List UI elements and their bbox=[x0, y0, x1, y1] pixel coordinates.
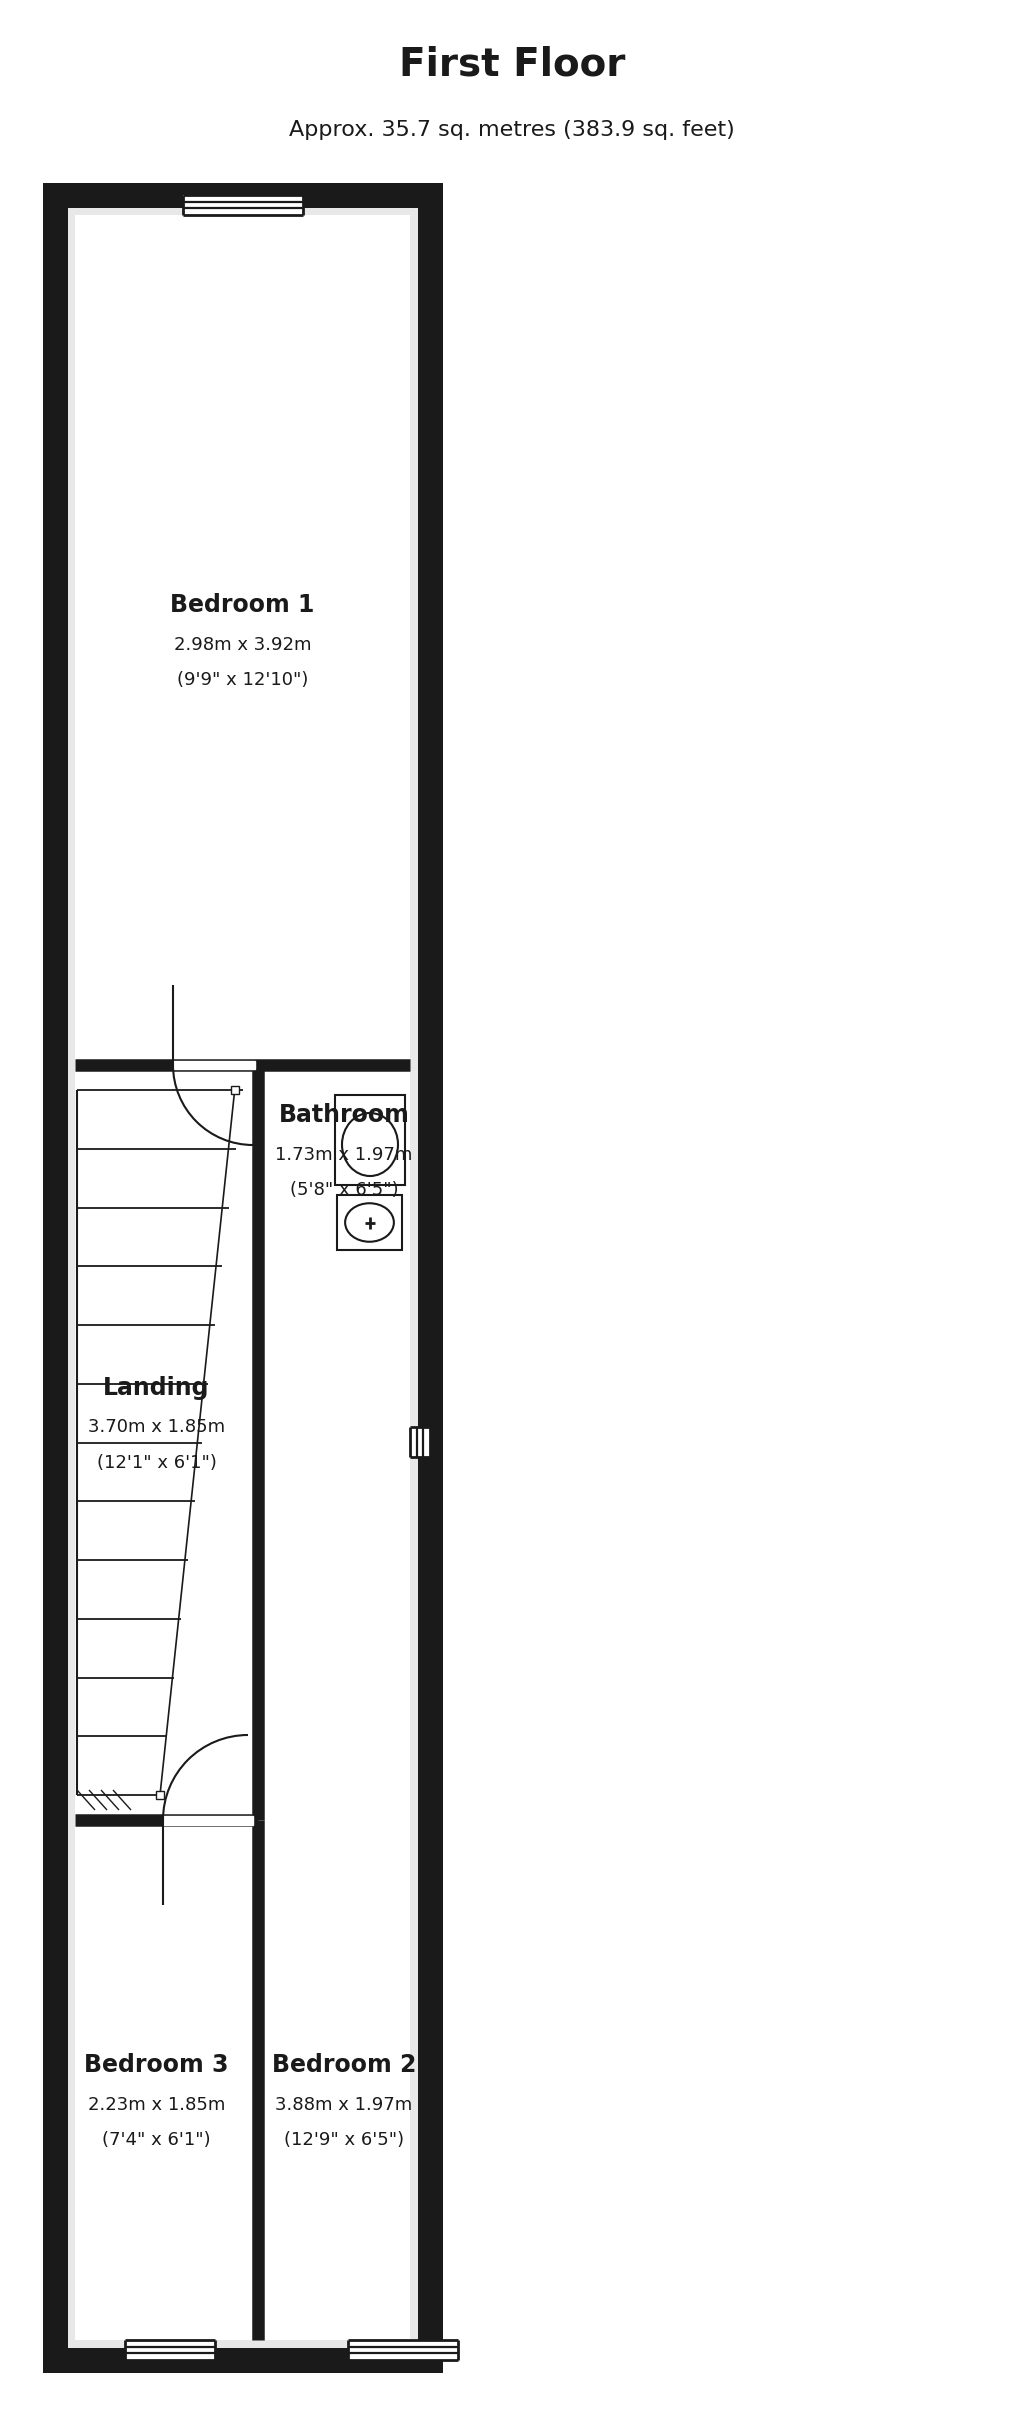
Bar bbox=[125, 2339, 215, 2361]
Text: Bedroom 1: Bedroom 1 bbox=[170, 594, 314, 616]
Bar bbox=[163, 1816, 253, 1826]
Text: (12'1" x 6'1"): (12'1" x 6'1") bbox=[96, 1453, 216, 1473]
Ellipse shape bbox=[342, 1112, 398, 1176]
Ellipse shape bbox=[345, 1202, 394, 1241]
Bar bbox=[156, 1791, 164, 1799]
Text: (5'8" x 6'5"): (5'8" x 6'5") bbox=[290, 1180, 398, 1200]
Text: First Floor: First Floor bbox=[398, 46, 626, 85]
Bar bbox=[55, 195, 430, 2361]
Text: Bedroom 2: Bedroom 2 bbox=[271, 2052, 416, 2076]
Bar bbox=[75, 214, 410, 2339]
Text: (12'9" x 6'5"): (12'9" x 6'5") bbox=[284, 2132, 404, 2149]
Text: Bathroom: Bathroom bbox=[279, 1103, 410, 1127]
Text: 3.70m x 1.85m: 3.70m x 1.85m bbox=[88, 1419, 225, 1436]
Bar bbox=[182, 195, 302, 214]
Bar bbox=[335, 1095, 406, 1185]
Text: Bedroom 3: Bedroom 3 bbox=[84, 2052, 228, 2076]
Text: 3.88m x 1.97m: 3.88m x 1.97m bbox=[275, 2096, 413, 2115]
Bar bbox=[348, 2339, 458, 2361]
Text: 2.98m x 3.92m: 2.98m x 3.92m bbox=[174, 635, 311, 655]
Text: 1.73m x 1.97m: 1.73m x 1.97m bbox=[275, 1146, 413, 1163]
Text: Landing: Landing bbox=[103, 1375, 210, 1400]
Text: (7'4" x 6'1"): (7'4" x 6'1") bbox=[102, 2132, 211, 2149]
Bar bbox=[173, 1061, 255, 1069]
Text: Approx. 35.7 sq. metres (383.9 sq. feet): Approx. 35.7 sq. metres (383.9 sq. feet) bbox=[289, 119, 735, 141]
Bar bbox=[410, 1426, 430, 1458]
Bar bbox=[337, 1195, 402, 1251]
Bar bbox=[230, 1086, 239, 1093]
Text: 2.23m x 1.85m: 2.23m x 1.85m bbox=[88, 2096, 225, 2115]
Text: (9'9" x 12'10"): (9'9" x 12'10") bbox=[177, 672, 308, 689]
